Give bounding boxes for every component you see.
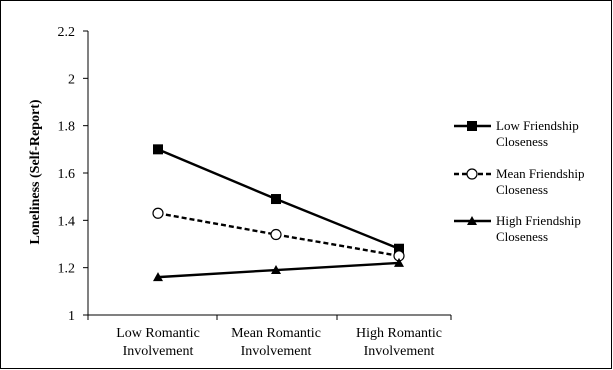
legend-marker-2 bbox=[467, 216, 477, 225]
legend-item-1: Mean Friendship Closeness bbox=[454, 166, 584, 197]
data-point-2-0 bbox=[153, 272, 163, 282]
y-axis-label: Loneliness (Self-Report) bbox=[28, 99, 43, 244]
legend-marker-0 bbox=[467, 121, 477, 131]
series-line-1 bbox=[157, 212, 400, 258]
legend-marker-1 bbox=[466, 168, 478, 180]
x-tick-label-line: Low Romantic bbox=[116, 326, 200, 341]
legend-label-line: Low Friendship bbox=[496, 118, 579, 133]
y-tick-label-4: 1.8 bbox=[58, 120, 76, 135]
legend-item-2: High Friendship Closeness bbox=[454, 213, 581, 244]
legend-label-line: Closeness bbox=[496, 229, 548, 244]
series-1 bbox=[152, 207, 405, 262]
data-point-1-0 bbox=[152, 207, 164, 219]
legend-label-line: Closeness bbox=[496, 182, 548, 197]
y-tick-label-6: 2.2 bbox=[58, 25, 76, 40]
x-tick-label-line: High Romantic bbox=[356, 326, 442, 341]
series-2 bbox=[153, 257, 404, 282]
data-point-0-2 bbox=[394, 243, 404, 254]
data-point-2-1 bbox=[271, 265, 281, 275]
x-axis-ticks: Low Romantic Involvement Mean Romantic Invo… bbox=[116, 326, 442, 359]
y-axis-ticks: 1 1.2 1.4 1.6 1.8 2 2.2 bbox=[58, 25, 88, 324]
x-tick-label-line: Involvement bbox=[364, 344, 435, 359]
data-point-2-2 bbox=[394, 257, 404, 267]
legend-label-line: High Friendship bbox=[496, 213, 581, 228]
series-group bbox=[152, 144, 405, 282]
y-tick-label-3: 1.6 bbox=[58, 167, 76, 182]
x-tick-label-0: Low Romantic Involvement bbox=[116, 326, 200, 359]
data-point-0-1 bbox=[271, 194, 281, 205]
y-tick-label-2: 1.4 bbox=[58, 214, 76, 229]
y-tick-label-1: 1.2 bbox=[58, 262, 76, 277]
data-point-0-0 bbox=[153, 144, 163, 155]
series-0 bbox=[153, 144, 404, 254]
x-tick-label-1: Mean Romantic Involvement bbox=[231, 326, 321, 359]
legend-label-1: Mean Friendship Closeness bbox=[496, 166, 584, 197]
legend-label-0: Low Friendship Closeness bbox=[496, 118, 579, 149]
legend-label-line: Mean Friendship bbox=[496, 166, 584, 181]
data-point-1-1 bbox=[270, 228, 282, 241]
x-tick-label-line: Mean Romantic bbox=[231, 326, 321, 341]
legend-label-2: High Friendship Closeness bbox=[496, 213, 581, 244]
chart-axes bbox=[87, 31, 452, 320]
legend-item-0: Low Friendship Closeness bbox=[454, 118, 579, 149]
y-tick-label-0: 1 bbox=[68, 309, 75, 324]
x-tick-label-2: High Romantic Involvement bbox=[356, 326, 442, 359]
x-tick-label-line: Involvement bbox=[123, 344, 194, 359]
x-tick-label-line: Involvement bbox=[241, 344, 312, 359]
y-tick-label-5: 2 bbox=[68, 72, 75, 87]
legend-label-line: Closeness bbox=[496, 134, 548, 149]
